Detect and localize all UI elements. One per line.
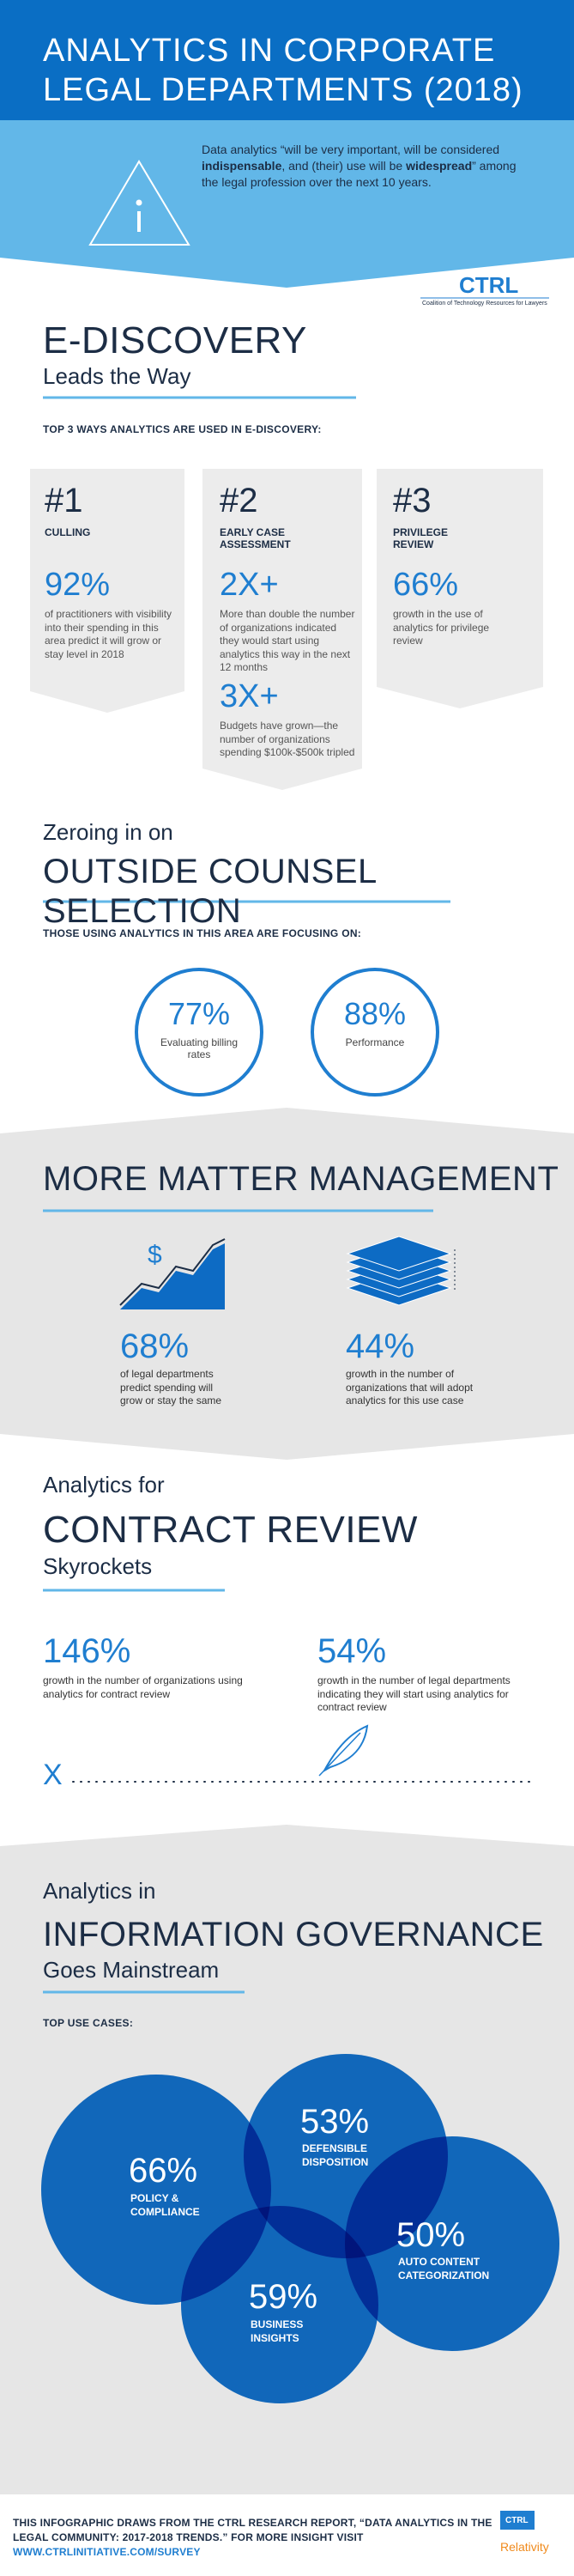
card-text: of practitioners with visibility into th… bbox=[45, 608, 172, 660]
footer-logo: CTRL bbox=[505, 2516, 529, 2525]
stat-value: 54% bbox=[317, 1632, 387, 1670]
footer-note: THIS INFOGRAPHIC DRAWS FROM THE CTRL RES… bbox=[13, 2516, 493, 2559]
signature-mark: X bbox=[43, 1759, 63, 1791]
card-value: 3X+ bbox=[220, 678, 279, 714]
feather-icon bbox=[318, 1724, 369, 1777]
growth-line bbox=[119, 1238, 226, 1306]
stat-value: 146% bbox=[43, 1632, 131, 1670]
quote-text: , and (their) use will be bbox=[281, 158, 407, 173]
quote-text: Data analytics “will be very important, … bbox=[202, 143, 500, 156]
section-title: OUTSIDE COUNSEL SELECTION bbox=[43, 853, 377, 930]
card-label: CULLING bbox=[45, 526, 91, 538]
header-title: LEGAL DEPARTMENTS (2018) bbox=[43, 72, 523, 108]
card-value: 2X+ bbox=[220, 567, 279, 603]
ring-value: 77% bbox=[167, 996, 231, 1031]
venn-value: 50% bbox=[396, 2216, 466, 2254]
section-lead: THOSE USING ANALYTICS IN THIS AREA ARE F… bbox=[43, 927, 362, 939]
section-kicker: Zeroing in on bbox=[43, 819, 173, 845]
footer-logo: Relativity bbox=[500, 2540, 549, 2554]
ring-text: Evaluating billing rates bbox=[160, 1036, 239, 1060]
venn bbox=[41, 2054, 559, 2403]
section-title: E-DISCOVERY bbox=[43, 319, 307, 361]
logo-name: CTRL bbox=[459, 272, 519, 298]
footer-link[interactable]: WWW.CTRLINITIATIVE.COM/SURVEY bbox=[13, 2545, 201, 2558]
venn-value: 66% bbox=[129, 2152, 198, 2190]
card-bg bbox=[202, 469, 362, 790]
venn-circle bbox=[345, 2136, 559, 2351]
section-title: MORE MATTER MANAGEMENT bbox=[43, 1160, 559, 1198]
card-label: PRIVILEGE REVIEW bbox=[393, 526, 449, 550]
section-subtitle: Skyrockets bbox=[43, 1553, 153, 1579]
ring-value: 88% bbox=[343, 996, 407, 1031]
stat-text: growth in the number of organizations us… bbox=[43, 1674, 243, 1700]
card-rank: #1 bbox=[45, 482, 83, 519]
venn-circle bbox=[181, 2206, 378, 2403]
stack-icon bbox=[346, 1236, 456, 1306]
card-value: 92% bbox=[45, 567, 111, 603]
quote-band bbox=[0, 120, 574, 288]
section-title: INFORMATION GOVERNANCE bbox=[43, 1916, 544, 1953]
ctrl-logo-box bbox=[500, 2511, 535, 2530]
section-lead: TOP 3 WAYS ANALYTICS ARE USED IN E-DISCO… bbox=[43, 423, 322, 435]
card-rank: #3 bbox=[393, 482, 432, 519]
icon-symbol: $ bbox=[148, 1241, 162, 1269]
venn-label: DEFENSIBLE DISPOSITION bbox=[302, 2142, 369, 2168]
section-subtitle: Goes Mainstream bbox=[43, 1957, 220, 1983]
venn-label: BUSINESS INSIGHTS bbox=[251, 2318, 304, 2344]
info-stem bbox=[137, 211, 141, 232]
ring-text: Performance bbox=[345, 1036, 405, 1048]
venn-label: POLICY & COMPLIANCE bbox=[130, 2192, 200, 2218]
quote-emphasis: widespread bbox=[406, 158, 473, 173]
card-text: growth in the use of analytics for privi… bbox=[393, 608, 490, 647]
section-kicker: Analytics in bbox=[43, 1878, 156, 1904]
header-band bbox=[0, 0, 574, 120]
stat-text: growth in the number of legal department… bbox=[317, 1674, 511, 1714]
card-bg bbox=[377, 469, 543, 708]
footer-text: THIS INFOGRAPHIC DRAWS FROM THE CTRL RES… bbox=[13, 2517, 492, 2543]
venn-value: 53% bbox=[300, 2103, 370, 2141]
card-bg bbox=[30, 469, 184, 713]
feather-shaft bbox=[318, 1732, 361, 1777]
stat-ring bbox=[135, 968, 263, 1097]
stack-layer bbox=[346, 1236, 452, 1272]
stat-value: 68% bbox=[120, 1327, 190, 1365]
header-title: ANALYTICS IN CORPORATE bbox=[43, 33, 496, 69]
stat-value: 44% bbox=[346, 1327, 415, 1365]
card-label: EARLY CASE ASSESSMENT bbox=[220, 526, 291, 550]
venn-label: AUTO CONTENT CATEGORIZATION bbox=[398, 2256, 490, 2281]
stat-ring bbox=[311, 968, 439, 1097]
section-kicker: Analytics for bbox=[43, 1472, 165, 1498]
quote-emphasis: indispensable bbox=[202, 158, 282, 173]
quote-text: ” among the legal profession over the ne… bbox=[202, 158, 517, 189]
section-title: CONTRACT REVIEW bbox=[43, 1509, 418, 1551]
card-text: More than double the number of organizat… bbox=[220, 608, 355, 674]
logo-tagline: Coalition of Technology Resources for La… bbox=[422, 301, 547, 307]
section-subtitle: Leads the Way bbox=[43, 363, 191, 389]
info-dot bbox=[136, 199, 142, 206]
info-triangle bbox=[88, 160, 190, 246]
venn-value: 59% bbox=[249, 2278, 318, 2316]
section-lead: TOP USE CASES: bbox=[43, 2017, 134, 2029]
card-rank: #2 bbox=[220, 482, 258, 519]
card-value: 66% bbox=[393, 567, 459, 603]
gray-section bbox=[0, 1108, 574, 1460]
quote: Data analytics “will be very important, … bbox=[202, 142, 519, 191]
stat-text: of legal departments predict spending wi… bbox=[120, 1368, 222, 1407]
stat-text: growth in the number of organizations th… bbox=[346, 1368, 474, 1407]
growth-icon bbox=[120, 1243, 225, 1309]
feather bbox=[322, 1724, 369, 1773]
card-text: Budgets have grown—the number of organiz… bbox=[220, 720, 355, 759]
